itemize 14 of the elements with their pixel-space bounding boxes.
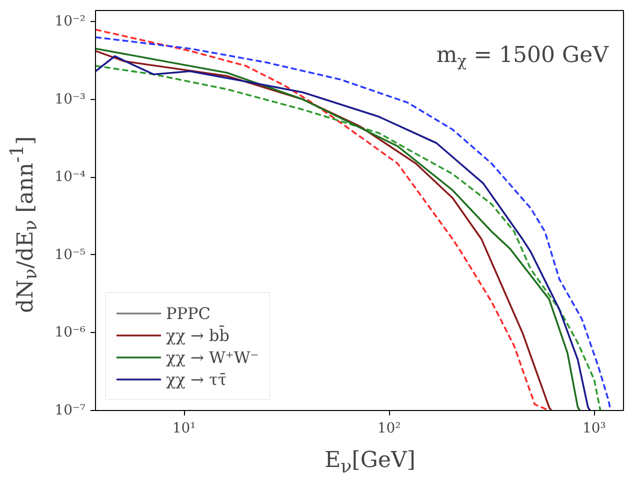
x-axis-title: E$_{ν}$[GeV] <box>324 447 416 480</box>
x-tick-label: 10¹ <box>172 420 196 436</box>
annotation: PPPC <box>166 304 211 322</box>
y-tick-label: 10⁻⁴ <box>54 169 86 186</box>
x-tick-label: 10³ <box>582 420 606 436</box>
y-tick-label: 10⁻³ <box>54 91 86 108</box>
legend-label: χχ → bb̄ <box>166 326 230 344</box>
legend-label: χχ → ττ̄ <box>166 370 227 388</box>
y-tick-label: 10⁻⁷ <box>54 402 86 418</box>
y-tick-label: 10⁻⁶ <box>54 324 86 341</box>
y-tick-label: 10⁻⁵ <box>54 246 86 263</box>
y-tick-label: 10⁻² <box>54 14 86 30</box>
legend-label: χχ → W⁺W⁻ <box>166 348 259 366</box>
x-tick-label: 10² <box>377 420 401 436</box>
